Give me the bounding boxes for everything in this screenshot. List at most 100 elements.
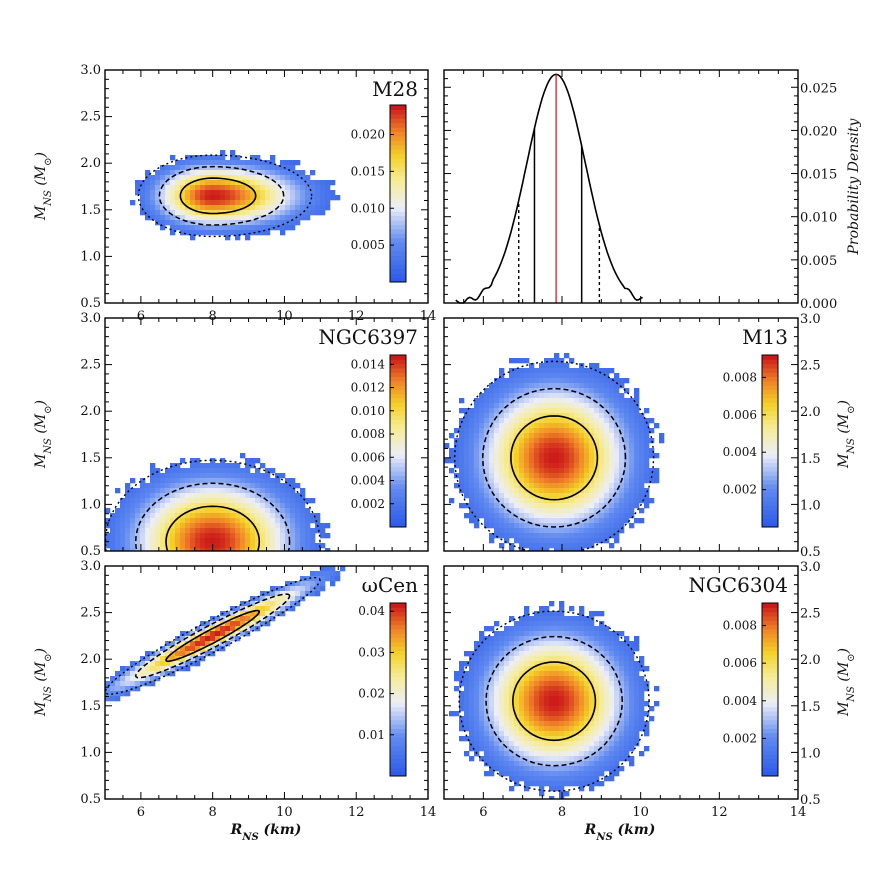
panel-m13-cell <box>649 453 655 459</box>
panel-ngc6397-cell <box>235 533 241 539</box>
panel-ngc6304-cell <box>559 746 565 752</box>
panel-m13-cell <box>529 408 535 414</box>
panel-ngc6397-cell <box>265 488 271 494</box>
panel-m28-cell <box>220 225 226 231</box>
panel-m13-title: M13 <box>742 325 788 349</box>
panel-m28-cell <box>150 175 156 181</box>
panel-m28-cell <box>295 215 301 221</box>
panel-ngc6397-cell <box>150 463 156 469</box>
panel-ngc6397-cell <box>195 468 201 474</box>
panel-ngc6304-cell <box>559 736 565 742</box>
panel-ngc6304-cell <box>554 761 560 767</box>
panel-m13-cell <box>484 458 490 464</box>
panel-ngc6397-cell <box>225 543 231 549</box>
panel-omegacen-cell <box>310 576 316 582</box>
panel-ngc6304-cell <box>529 631 535 637</box>
panel-ngc6304-cell <box>589 736 595 742</box>
panel-m13-cell <box>554 488 560 494</box>
panel-ngc6304-cell <box>569 621 575 627</box>
panel-ngc6397-cell <box>270 508 276 514</box>
panel-ngc6304-cell <box>589 771 595 777</box>
panel-m13-cell <box>489 493 495 499</box>
panel-m28-cell <box>255 160 261 166</box>
panel-m13-cell <box>574 448 580 454</box>
panel-ngc6304-cell <box>564 791 570 797</box>
panel-ngc6304-cell <box>579 766 585 772</box>
panel-m28-cell <box>210 180 216 186</box>
panel-ngc6397-colorbar-tick-label: 0.014 <box>351 357 386 371</box>
panel-omegacen-cell <box>265 611 271 617</box>
panel-ngc6397-cell <box>120 503 126 509</box>
panel-ngc6304-cell <box>634 741 640 747</box>
panel-ngc6304-cell <box>454 671 460 677</box>
panel-m28-cell <box>160 175 166 181</box>
panel-ngc6397-cell <box>300 498 306 504</box>
panel-m13-cell <box>479 428 485 434</box>
panel-m28-cell <box>255 165 261 171</box>
panel-ngc6397-cell <box>190 543 196 549</box>
panel-m13-cell <box>519 448 525 454</box>
panel-ngc6397-cell <box>135 548 141 551</box>
panel-ngc6397-cell <box>155 488 161 494</box>
panel-m28-cell <box>225 170 231 176</box>
panel-ngc6304-cell <box>534 751 540 757</box>
panel-m13-cell <box>619 508 625 514</box>
panel-ngc6397-cell <box>185 523 191 529</box>
panel-omegacen-colorbar-swatch <box>390 745 406 751</box>
panel-m13-cell <box>499 413 505 419</box>
panel-ngc6397-cell <box>295 538 301 544</box>
panel-ngc6397-cell <box>120 523 126 529</box>
panel-ngc6397-cell <box>255 483 261 489</box>
panel-m13-cell <box>529 528 535 534</box>
panel-m28-cell <box>160 190 166 196</box>
panel-m13-cell <box>559 518 565 524</box>
panel-m13-cell <box>629 398 635 404</box>
panel-ngc6397-cell <box>240 503 246 509</box>
panel-m13-cell <box>559 433 565 439</box>
panel-m13-cell <box>569 403 575 409</box>
panel-m28-cell <box>320 195 326 201</box>
panel-ngc6304-cell <box>564 761 570 767</box>
panel-ngc6397-cell <box>190 463 196 469</box>
panel-m13-cell <box>649 468 655 474</box>
panel-m13-cell <box>584 503 590 509</box>
panel-m13-cell <box>564 538 570 544</box>
panel-m13-cell <box>529 428 535 434</box>
panel-m13-cell <box>574 463 580 469</box>
panel-omegacen-colorbar-tick-label: 0.01 <box>358 728 385 742</box>
panel-ngc6304-cell <box>569 641 575 647</box>
panel-omegacen-cell <box>150 666 156 672</box>
panel-m13-cell <box>644 418 650 424</box>
panel-ngc6304-cell <box>514 731 520 737</box>
panel-ngc6397-cell <box>235 508 241 514</box>
panel-m13-cell <box>549 513 555 519</box>
panel-ngc6397-cell <box>300 528 306 534</box>
panel-ngc6304-cell <box>559 706 565 712</box>
panel-m28-cell <box>280 165 286 171</box>
panel-omegacen-colorbar-swatch <box>390 615 406 621</box>
panel-m13-cell <box>519 393 525 399</box>
panel-ngc6304-cell <box>639 711 645 717</box>
panel-omegacen-cell <box>255 621 261 627</box>
panel-m13-cell <box>524 388 530 394</box>
panel-m13-cell <box>539 398 545 404</box>
panel-m13-cell <box>494 498 500 504</box>
panel-m13-cell <box>554 423 560 429</box>
panel-m28-cell <box>265 160 271 166</box>
panel-m28-cell <box>195 170 201 176</box>
panel-ngc6304-cell <box>549 766 555 772</box>
panel-m13-cell <box>609 423 615 429</box>
panel-ngc6397-colorbar-swatch <box>390 380 406 386</box>
panel-m13-cell <box>539 408 545 414</box>
panel-m28-cell <box>275 200 281 206</box>
panel-m13-cell <box>604 478 610 484</box>
panel-ngc6304-cell <box>589 666 595 672</box>
panel-ngc6304-cell <box>569 656 575 662</box>
panel-ngc6304-cell <box>469 671 475 677</box>
panel-ngc6397-cell <box>205 473 211 479</box>
panel-ngc6304-cell <box>604 626 610 632</box>
panel-m28-cell <box>225 190 231 196</box>
panel-ngc6397-cell <box>230 508 236 514</box>
panel-m13-cell <box>519 488 525 494</box>
panel-m13-cell <box>604 473 610 479</box>
